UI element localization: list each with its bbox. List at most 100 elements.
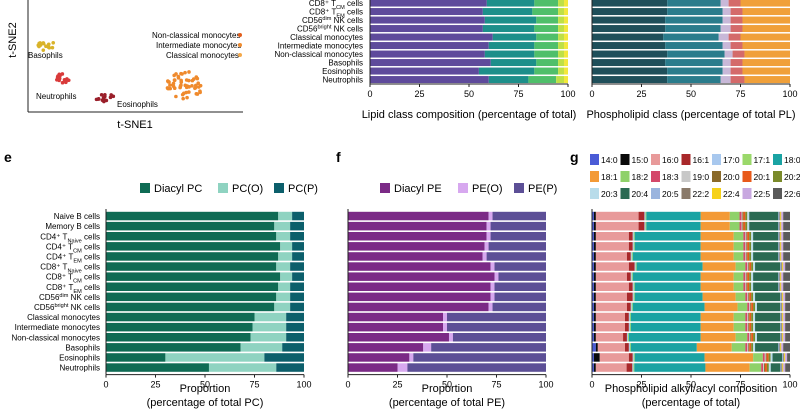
tsne-label-eosinophils: Eosinophils	[117, 100, 158, 109]
bar-segment	[749, 343, 752, 352]
bar-segment	[106, 302, 275, 312]
bar-segment	[745, 312, 748, 322]
legend-swatch-20-2	[773, 171, 782, 182]
bar-segment	[783, 211, 790, 221]
bar-segment	[556, 76, 565, 84]
bar-segment	[751, 302, 754, 312]
panel-f-tick-label: 100	[538, 380, 553, 390]
legend-label: 18:3	[662, 172, 679, 182]
bar-segment	[778, 242, 780, 251]
bar-segment	[564, 50, 568, 58]
bar-segment	[593, 292, 596, 302]
bar-segment	[765, 353, 767, 362]
bar-segment	[370, 8, 483, 16]
bar-segment	[746, 282, 748, 291]
bar-segment	[278, 211, 293, 221]
panel-e-row-label: Classical monocytes	[27, 313, 100, 322]
bar-segment	[781, 262, 783, 271]
bar-segment	[747, 302, 750, 312]
tsne-dot	[183, 83, 188, 88]
bar-segment	[783, 221, 790, 231]
bar-segment	[700, 232, 734, 241]
bar-segment	[592, 232, 594, 241]
bar-segment	[733, 312, 746, 322]
bar-segment	[629, 312, 631, 322]
bar-segment	[448, 333, 453, 342]
bar-segment	[592, 50, 668, 58]
bar-segment	[747, 211, 750, 221]
panel-e-row-label: Naive B cells	[54, 212, 100, 221]
bar-segment	[490, 292, 495, 302]
bar-segment	[290, 282, 304, 291]
bar-segment	[492, 33, 537, 41]
tsne-dot	[187, 85, 191, 89]
bar-segment	[730, 76, 745, 84]
legend-swatch-pe-p-	[514, 183, 524, 193]
bar-segment	[779, 252, 781, 261]
tsne-dot	[180, 72, 184, 76]
tsne-dot	[190, 84, 194, 88]
bar-segment	[749, 211, 779, 221]
panel-d-xlabel: Phospholipid class (percentage of total …	[586, 109, 795, 121]
bar-segment	[645, 221, 647, 231]
bar-segment	[423, 343, 432, 352]
bar-segment	[370, 33, 493, 41]
bar-segment	[631, 302, 633, 312]
bar-segment	[534, 50, 559, 58]
bar-segment	[751, 262, 754, 271]
bar-segment	[782, 262, 784, 271]
bar-segment	[626, 363, 633, 372]
legend-label: 18:1	[601, 172, 618, 182]
bar-segment	[292, 211, 304, 221]
legend-swatch-18-1	[590, 171, 599, 182]
tsne-dot	[178, 84, 183, 89]
bar-segment	[486, 0, 535, 7]
bar-segment	[592, 0, 668, 7]
bar-segment	[781, 211, 784, 221]
legend-label: 14:0	[601, 155, 618, 165]
bar-segment	[292, 252, 304, 261]
tsne-label-intermediate: Intermediate monocytes	[156, 41, 241, 50]
bar-segment	[532, 8, 559, 16]
bar-segment	[370, 67, 479, 75]
bar-segment	[488, 242, 546, 251]
tsne-label-nonclassical: Non-classical monocytes	[152, 31, 240, 40]
bar-segment	[737, 302, 748, 312]
tsne-dot	[191, 77, 196, 81]
bar-segment	[484, 16, 537, 24]
tsne-legend-dot-intermediate	[238, 43, 242, 47]
bar-segment	[747, 252, 750, 261]
panel-c-row-label: Eosinophils	[322, 67, 363, 76]
bar-segment	[592, 76, 668, 84]
bar-segment	[638, 211, 645, 221]
bar-segment	[592, 292, 594, 302]
panel-e-row-label: CD8⁺ TEM cells	[46, 283, 100, 295]
panel-d: 0 25 50 75 100 Phospholipid class (percentage…	[586, 0, 798, 121]
tsne-dot	[198, 89, 202, 93]
tsne-dot	[172, 73, 176, 78]
bar-segment	[665, 25, 721, 33]
bar-segment	[783, 353, 785, 362]
bar-segment	[447, 312, 546, 322]
bar-segment	[290, 302, 304, 312]
bar-segment	[558, 16, 565, 24]
bar-segment	[632, 302, 705, 312]
bar-segment	[745, 211, 748, 221]
bar-segment	[733, 282, 744, 291]
legend-swatch-20-4	[620, 188, 630, 199]
bar-segment	[490, 59, 537, 67]
bar-segment	[482, 25, 535, 33]
legend-label: 20:3	[601, 189, 618, 199]
bar-segment	[730, 67, 743, 75]
bar-segment	[783, 272, 790, 281]
bar-segment	[747, 322, 749, 332]
bar-segment	[733, 252, 744, 261]
bar-segment	[741, 221, 743, 231]
bar-segment	[700, 211, 730, 221]
bar-segment	[720, 0, 729, 7]
legend-label: 18:2	[632, 172, 649, 182]
bar-segment	[780, 221, 782, 231]
tsne-dot	[41, 48, 46, 52]
bar-segment	[732, 50, 745, 58]
bar-segment	[595, 262, 629, 271]
